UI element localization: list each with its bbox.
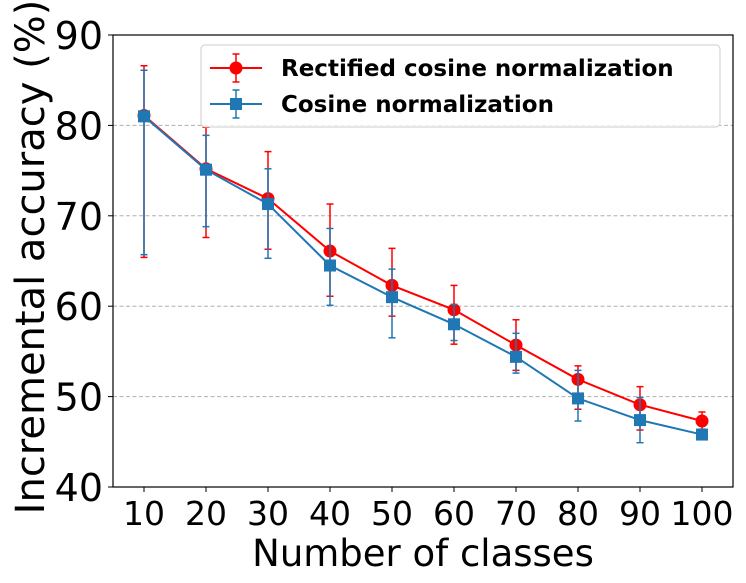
y-tick-label-90: 90 [55,14,103,58]
legend: Rectified cosine normalization Cosine nor… [200,44,721,128]
y-tick-label-70: 70 [55,195,103,239]
data-point-1-4 [386,291,398,304]
data-point-1-7 [572,392,584,405]
x-tick-label-60: 60 [433,494,475,533]
x-tick-label-90: 90 [619,494,661,533]
data-point-1-1 [200,163,212,176]
x-tick-label-100: 100 [671,494,734,533]
series-line-1 [143,115,703,436]
y-tick-label-80: 80 [55,104,103,148]
axis-ticks: 40 50 60 70 80 90 10 20 30 40 50 60 70 80 90 100 [55,14,734,533]
y-axis-label: Incremental accuracy (%) [8,0,54,514]
series-line-0 [143,114,703,422]
data-point-1-3 [324,259,336,272]
data-point-1-2 [262,198,274,211]
data-point-1-6 [510,350,522,363]
data-point-1-5 [448,318,460,331]
legend-items: Rectified cosine normalization Cosine nor… [210,53,674,119]
x-tick-label-30: 30 [247,494,289,533]
series-1 [138,69,708,444]
x-axis-label: Number of classes [252,532,594,575]
data-point-1-9 [696,428,708,441]
x-tick-label-50: 50 [371,494,413,533]
legend-box [200,44,721,128]
x-tick-label-70: 70 [495,494,537,533]
legend-label-1: Cosine normalization [281,92,554,118]
legend-item-1: Cosine normalization [210,89,554,119]
legend-label-0: Rectified cosine normalization [281,56,674,82]
data-point-0-9 [695,414,709,428]
y-tick-label-60: 60 [55,285,103,329]
x-tick-label-10: 10 [123,494,165,533]
x-tick-label-20: 20 [185,494,227,533]
x-tick-label-80: 80 [557,494,599,533]
y-tick-label-50: 50 [55,376,103,420]
x-tick-label-40: 40 [309,494,351,533]
data-point-1-8 [634,414,646,427]
series-layer [137,64,709,444]
data-point-1-0 [138,110,150,123]
legend-marker-0 [229,61,243,75]
y-tick-label-40: 40 [55,466,103,510]
legend-item-0: Rectified cosine normalization [210,53,674,83]
plot-frame [112,34,734,488]
legend-marker-1 [230,98,242,110]
